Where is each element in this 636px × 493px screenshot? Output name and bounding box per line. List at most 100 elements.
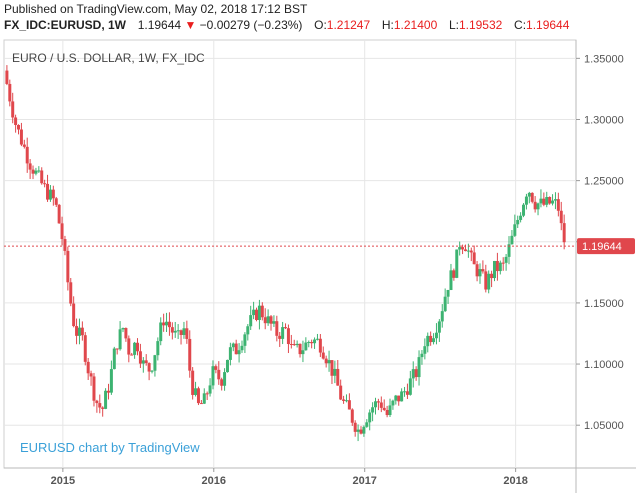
candle-body: [368, 412, 372, 423]
candle-body: [342, 399, 346, 401]
candle-body: [66, 250, 70, 283]
candle-body: [443, 296, 447, 312]
last-price-badge-text: 1.19644: [582, 241, 622, 253]
candle-body: [72, 303, 76, 327]
candle-body: [159, 322, 163, 342]
last-price-badge: 1.19644: [577, 238, 635, 255]
candle-body: [150, 370, 154, 372]
candle-body: [289, 343, 293, 345]
candle-body: [426, 335, 430, 347]
candle-body: [77, 327, 81, 336]
candle-body: [156, 341, 160, 356]
candle-body: [365, 422, 369, 427]
candle-body: [225, 359, 229, 373]
candle-body: [385, 409, 389, 416]
symbol-label[interactable]: FX_IDC:EURUSD, 1W: [4, 18, 127, 32]
candle-body: [516, 219, 520, 225]
candle-body: [318, 338, 322, 353]
candle-body: [136, 342, 140, 352]
candle-body: [313, 339, 317, 344]
candle-body: [185, 328, 189, 339]
candle-body: [362, 426, 366, 434]
candle-body: [376, 401, 380, 403]
candle-body: [153, 355, 157, 371]
candle-body: [423, 346, 427, 354]
candle-body: [466, 250, 470, 252]
candle-body: [397, 395, 401, 402]
down-arrow-icon: ▼: [184, 18, 197, 32]
candle-body: [455, 249, 459, 278]
candle-body: [481, 269, 485, 272]
candle-body: [394, 395, 398, 401]
candle-body: [133, 342, 137, 355]
candle-body: [237, 350, 241, 355]
candle-body: [533, 201, 537, 210]
candle-body: [144, 360, 148, 364]
candle-body: [350, 409, 354, 423]
candle-body: [95, 400, 99, 404]
candle-body: [118, 329, 122, 350]
candle-body: [173, 330, 177, 333]
last-price: 1.19644: [137, 18, 182, 32]
candle-body: [403, 391, 407, 393]
candle-body: [269, 316, 273, 324]
candle-body: [324, 358, 328, 364]
candle-body: [25, 146, 29, 164]
candle-body: [301, 350, 305, 355]
candle-body: [478, 269, 482, 277]
candle-body: [202, 393, 206, 404]
candle-body: [176, 330, 180, 332]
candle-body: [11, 101, 15, 118]
candle-body: [196, 388, 200, 404]
candle-body: [220, 379, 224, 386]
x-tick-label: 2016: [202, 475, 226, 487]
y-tick-label: 1.35000: [584, 53, 624, 65]
candle-body: [475, 264, 479, 277]
candle-body: [28, 163, 32, 170]
candle-body: [429, 335, 433, 343]
candle-body: [295, 343, 299, 346]
candle-body: [92, 376, 96, 401]
candle-body: [292, 344, 296, 346]
candle-body: [266, 316, 270, 324]
candle-body: [504, 256, 508, 263]
candle-body: [211, 366, 215, 386]
candle-body: [498, 262, 502, 272]
candle-body: [170, 327, 174, 333]
x-axis[interactable]: 2015 2016 2017 2018: [51, 468, 528, 487]
candle-body: [344, 400, 348, 402]
candle-body: [452, 270, 456, 278]
ohlc-header: FX_IDC:EURUSD, 1W 1.19644 ▼ −0.00279 (−0…: [4, 18, 569, 32]
candle-body: [182, 328, 186, 335]
candle-body: [121, 328, 125, 330]
candle-body: [469, 250, 473, 253]
y-tick-label: 1.10000: [584, 359, 624, 371]
candle-body: [22, 144, 26, 147]
candle-body: [60, 223, 64, 240]
candle-body: [513, 224, 517, 236]
candle-body: [530, 192, 534, 202]
candle-body: [553, 199, 557, 201]
candle-body: [371, 407, 375, 413]
candle-body: [510, 235, 514, 245]
y-tick-label: 1.30000: [584, 114, 624, 126]
candle-body: [179, 330, 183, 335]
candle-body: [138, 351, 142, 364]
candle-body: [167, 321, 171, 328]
candle-body: [463, 249, 467, 252]
grid-lines: [3, 39, 636, 493]
candle-body: [46, 183, 50, 200]
candle-body: [98, 403, 102, 408]
candle-body: [388, 405, 392, 416]
candle-body: [104, 390, 108, 409]
candle-body: [487, 273, 491, 290]
candle-body: [417, 357, 421, 378]
candle-body: [307, 341, 311, 343]
candle-body: [545, 197, 549, 205]
candle-body: [330, 360, 334, 376]
candle-body: [472, 252, 476, 265]
candle-body: [5, 70, 9, 84]
candle-body: [188, 338, 192, 371]
